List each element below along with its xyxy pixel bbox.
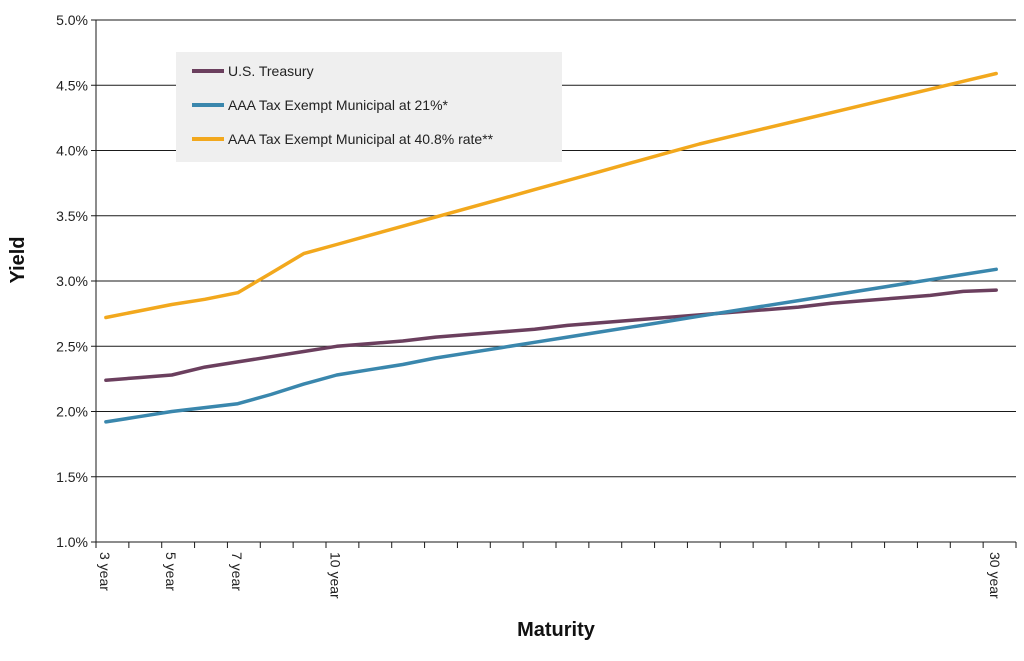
y-axis-title: Yield — [7, 236, 29, 283]
legend-label-1: U.S. Treasury — [228, 63, 314, 79]
legend: U.S. Treasury AAA Tax Exempt Municipal at… — [176, 52, 562, 162]
legend-label-3: AAA Tax Exempt Municipal at 40.8% rate** — [228, 131, 494, 147]
y-tick-label: 2.5% — [56, 338, 88, 354]
series-line-2 — [104, 267, 998, 424]
y-tick-label: 4.0% — [56, 143, 88, 159]
y-tick-label: 2.0% — [56, 404, 88, 420]
x-tick-label: 30 year — [987, 552, 1003, 599]
axes — [91, 19, 1017, 548]
y-tick-label: 1.0% — [56, 534, 88, 550]
y-tick-label: 4.5% — [56, 77, 88, 93]
x-tick-label: 7 year — [229, 552, 245, 591]
x-tick-label: 5 year — [163, 552, 179, 591]
x-tick-label: 10 year — [328, 552, 344, 599]
y-tick-label: 5.0% — [56, 12, 88, 28]
y-tick-label: 3.5% — [56, 208, 88, 224]
x-axis-title: Maturity — [517, 619, 596, 641]
legend-label-2: AAA Tax Exempt Municipal at 21%* — [228, 97, 449, 113]
legend-box — [176, 52, 562, 162]
series-lines — [104, 71, 998, 424]
x-tick-label: 3 year — [97, 552, 113, 591]
y-tick-label: 3.0% — [56, 273, 88, 289]
y-tick-label: 1.5% — [56, 469, 88, 485]
series-line-1 — [104, 288, 998, 382]
tick-labels: 1.0% 1.5% 2.0% 2.5% 3.0% 3.5% 4.0% 4.5% 5.0% 3 ye… — [56, 12, 1003, 599]
series-line-3 — [104, 71, 998, 320]
